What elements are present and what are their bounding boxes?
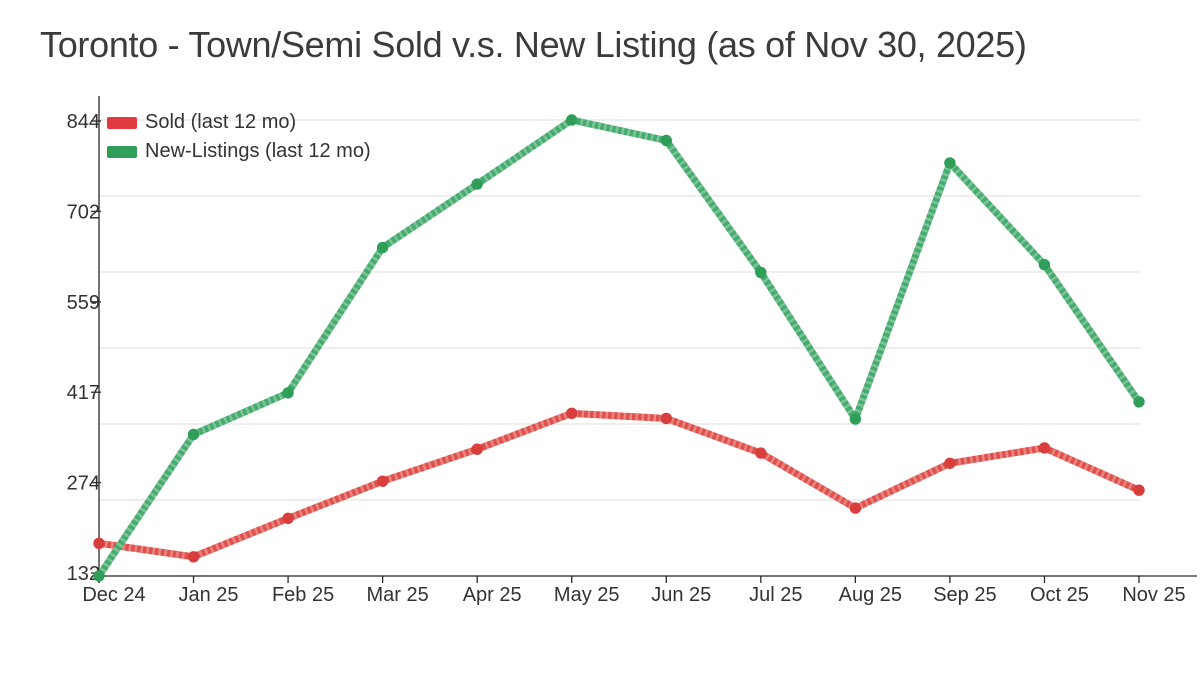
sold-series-swatch: [107, 116, 137, 129]
y-axis-label: 274: [67, 473, 100, 495]
legend-label-new-listings: New-Listings (last 12 mo): [145, 140, 371, 162]
x-axis-label: Sep 25: [933, 584, 996, 606]
new-listings-line: [95, 116, 1143, 580]
chart-title: Toronto - Town/Semi Sold v.s. New Listin…: [40, 24, 1027, 65]
y-axis-label: 844: [67, 111, 100, 133]
x-axis-label: Oct 25: [1030, 584, 1089, 606]
new-listings-point-jul-25[interactable]: [755, 266, 767, 279]
legend-item-sold[interactable]: Sold (last 12 mo): [107, 110, 371, 135]
y-axis-label: 559: [67, 292, 100, 314]
sold-point-jun-25[interactable]: [660, 412, 672, 425]
sold-point-apr-25[interactable]: [471, 443, 483, 455]
x-axis-label: Jun 25: [651, 584, 711, 606]
y-axis-label: 417: [67, 382, 100, 404]
new-listings-point-dec-24[interactable]: [93, 570, 105, 582]
x-axis-label: Jul 25: [749, 584, 802, 606]
y-axis-label: 132: [67, 563, 100, 585]
sold-point-aug-25[interactable]: [849, 502, 862, 514]
new-listings-point-apr-25[interactable]: [471, 178, 483, 190]
new-listings-point-oct-25[interactable]: [1038, 259, 1051, 271]
new-listings-line-stripes: [96, 116, 1142, 578]
x-axis-label: Apr 25: [463, 584, 522, 606]
sold-point-dec-24[interactable]: [93, 537, 105, 550]
x-axis-label: Dec 24: [82, 584, 145, 606]
sold-point-feb-25[interactable]: [282, 512, 294, 525]
x-axis-label: Nov 25: [1122, 584, 1185, 606]
new-listings-point-sep-25[interactable]: [944, 157, 956, 169]
y-axis-label: 702: [67, 201, 100, 223]
new-listings-point-jan-25[interactable]: [187, 428, 200, 441]
x-axis-label: May 25: [554, 584, 620, 606]
sold-line-stripes: [98, 409, 1141, 561]
sold-line: [95, 409, 1143, 561]
new-listings-point-jun-25[interactable]: [660, 134, 672, 147]
sold-point-jan-25[interactable]: [187, 551, 200, 563]
new-listings-point-feb-25[interactable]: [282, 387, 294, 399]
new-listings-point-mar-25[interactable]: [376, 241, 389, 254]
legend: Sold (last 12 mo) New-Listings (last 12 …: [107, 110, 371, 164]
new-listings-point-aug-25[interactable]: [849, 413, 862, 425]
x-axis-label: Aug 25: [839, 584, 902, 606]
new-listings-series-swatch: [107, 145, 137, 158]
x-axis-label: Feb 25: [272, 584, 334, 606]
sold-point-jul-25[interactable]: [755, 447, 767, 459]
sold-point-sep-25[interactable]: [944, 457, 956, 469]
legend-item-new-listings[interactable]: New-Listings (last 12 mo): [107, 139, 371, 164]
x-axis-label: Jan 25: [179, 584, 239, 606]
legend-label-sold: Sold (last 12 mo): [145, 111, 297, 133]
x-axis-label: Mar 25: [367, 584, 429, 606]
sold-point-mar-25[interactable]: [376, 475, 389, 487]
new-listings-point-may-25[interactable]: [566, 114, 578, 126]
sold-point-oct-25[interactable]: [1038, 442, 1051, 454]
sold-point-nov-25[interactable]: [1133, 484, 1145, 496]
sold-point-may-25[interactable]: [566, 407, 578, 420]
new-listings-point-nov-25[interactable]: [1133, 396, 1145, 408]
